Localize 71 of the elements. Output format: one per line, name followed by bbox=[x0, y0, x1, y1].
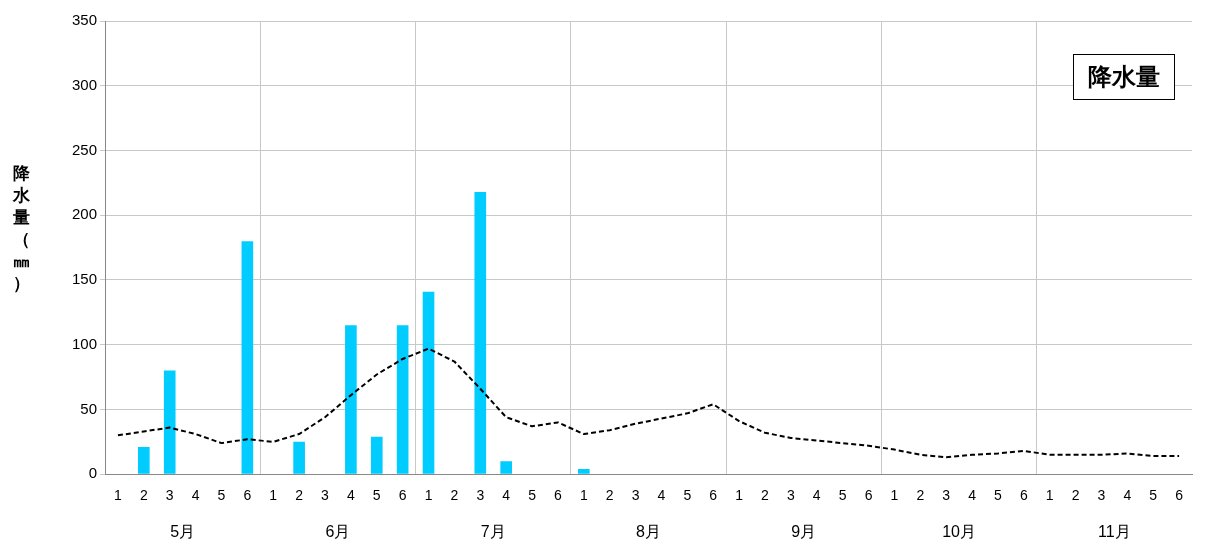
x-tick-label: 6 bbox=[1175, 487, 1184, 504]
y-tick-label: 100 bbox=[71, 334, 97, 352]
y-tick-label: 0 bbox=[88, 464, 97, 482]
bar bbox=[345, 325, 357, 474]
x-tick-label: 4 bbox=[346, 487, 355, 504]
y-axis-title: 降水量（㎜） bbox=[11, 163, 31, 295]
bar bbox=[422, 291, 435, 474]
y-tick-label: 50 bbox=[80, 399, 97, 417]
text: 9月 bbox=[791, 523, 817, 541]
x-tick-label: 5 bbox=[1149, 487, 1158, 504]
bar bbox=[578, 469, 590, 474]
x-tick-label: 5 bbox=[528, 487, 537, 504]
x-tick-label: 1 bbox=[424, 487, 433, 504]
x-tick-label: 2 bbox=[605, 487, 614, 504]
x-tick-label: 6 bbox=[398, 487, 407, 504]
x-tick-label: 1 bbox=[114, 487, 123, 504]
x-tick-label: 4 bbox=[657, 487, 666, 504]
text: 11月 bbox=[1098, 523, 1131, 541]
x-tick-label: 1 bbox=[1045, 487, 1054, 504]
bar bbox=[500, 461, 512, 474]
y-tick-label: 150 bbox=[71, 270, 97, 288]
text: 8月 bbox=[636, 523, 661, 541]
x-tick-label: 3 bbox=[942, 487, 951, 504]
y-tick-label: 350 bbox=[71, 11, 97, 29]
x-tick-label: 4 bbox=[502, 487, 511, 504]
x-tick-label: 3 bbox=[165, 487, 174, 504]
x-tick-label: 3 bbox=[786, 487, 795, 504]
x-tick-label: 6 bbox=[243, 487, 252, 504]
text: 7月 bbox=[480, 523, 506, 541]
text: 降水量 bbox=[1073, 54, 1175, 100]
x-tick-label: 5 bbox=[217, 487, 226, 504]
bar bbox=[163, 370, 176, 474]
x-tick-label: 3 bbox=[476, 487, 485, 504]
x-tick-label: 2 bbox=[139, 487, 148, 504]
y-tick-label: 200 bbox=[71, 205, 97, 223]
x-tick-label: 2 bbox=[916, 487, 925, 504]
bar bbox=[293, 441, 305, 474]
x-tick-label: 6 bbox=[1019, 487, 1028, 504]
x-tick-label: 6 bbox=[554, 487, 563, 504]
text: 5月 bbox=[170, 523, 196, 541]
x-tick-label: 6 bbox=[709, 487, 718, 504]
x-tick-label: 5 bbox=[372, 487, 381, 504]
line-series bbox=[116, 347, 1181, 459]
bar bbox=[396, 325, 409, 474]
x-tick-label: 2 bbox=[761, 487, 770, 504]
x-tick-label: 1 bbox=[269, 487, 278, 504]
x-tick-label: 4 bbox=[812, 487, 821, 504]
text: 6月 bbox=[325, 523, 351, 541]
x-tick-label: 3 bbox=[1097, 487, 1106, 504]
x-tick-label: 4 bbox=[191, 487, 200, 504]
y-tick-label: 300 bbox=[71, 75, 97, 93]
y-tick-label: 250 bbox=[71, 140, 97, 158]
x-tick-label: 1 bbox=[735, 487, 744, 504]
bar bbox=[474, 191, 487, 474]
bar bbox=[241, 241, 254, 474]
x-tick-label: 6 bbox=[864, 487, 873, 504]
x-tick-label: 4 bbox=[968, 487, 977, 504]
x-tick-label: 4 bbox=[1123, 487, 1132, 504]
x-tick-label: 5 bbox=[838, 487, 847, 504]
bar bbox=[138, 447, 150, 474]
bar bbox=[370, 436, 383, 474]
x-tick-label: 3 bbox=[321, 487, 330, 504]
x-tick-label: 5 bbox=[994, 487, 1003, 504]
x-tick-label: 1 bbox=[579, 487, 588, 504]
x-tick-label: 2 bbox=[1071, 487, 1080, 504]
x-tick-label: 2 bbox=[450, 487, 459, 504]
x-tick-label: 5 bbox=[683, 487, 692, 504]
x-tick-label: 1 bbox=[890, 487, 899, 504]
x-tick-label: 2 bbox=[295, 487, 304, 504]
x-tick-label: 3 bbox=[631, 487, 640, 504]
text: 10月 bbox=[942, 523, 977, 541]
